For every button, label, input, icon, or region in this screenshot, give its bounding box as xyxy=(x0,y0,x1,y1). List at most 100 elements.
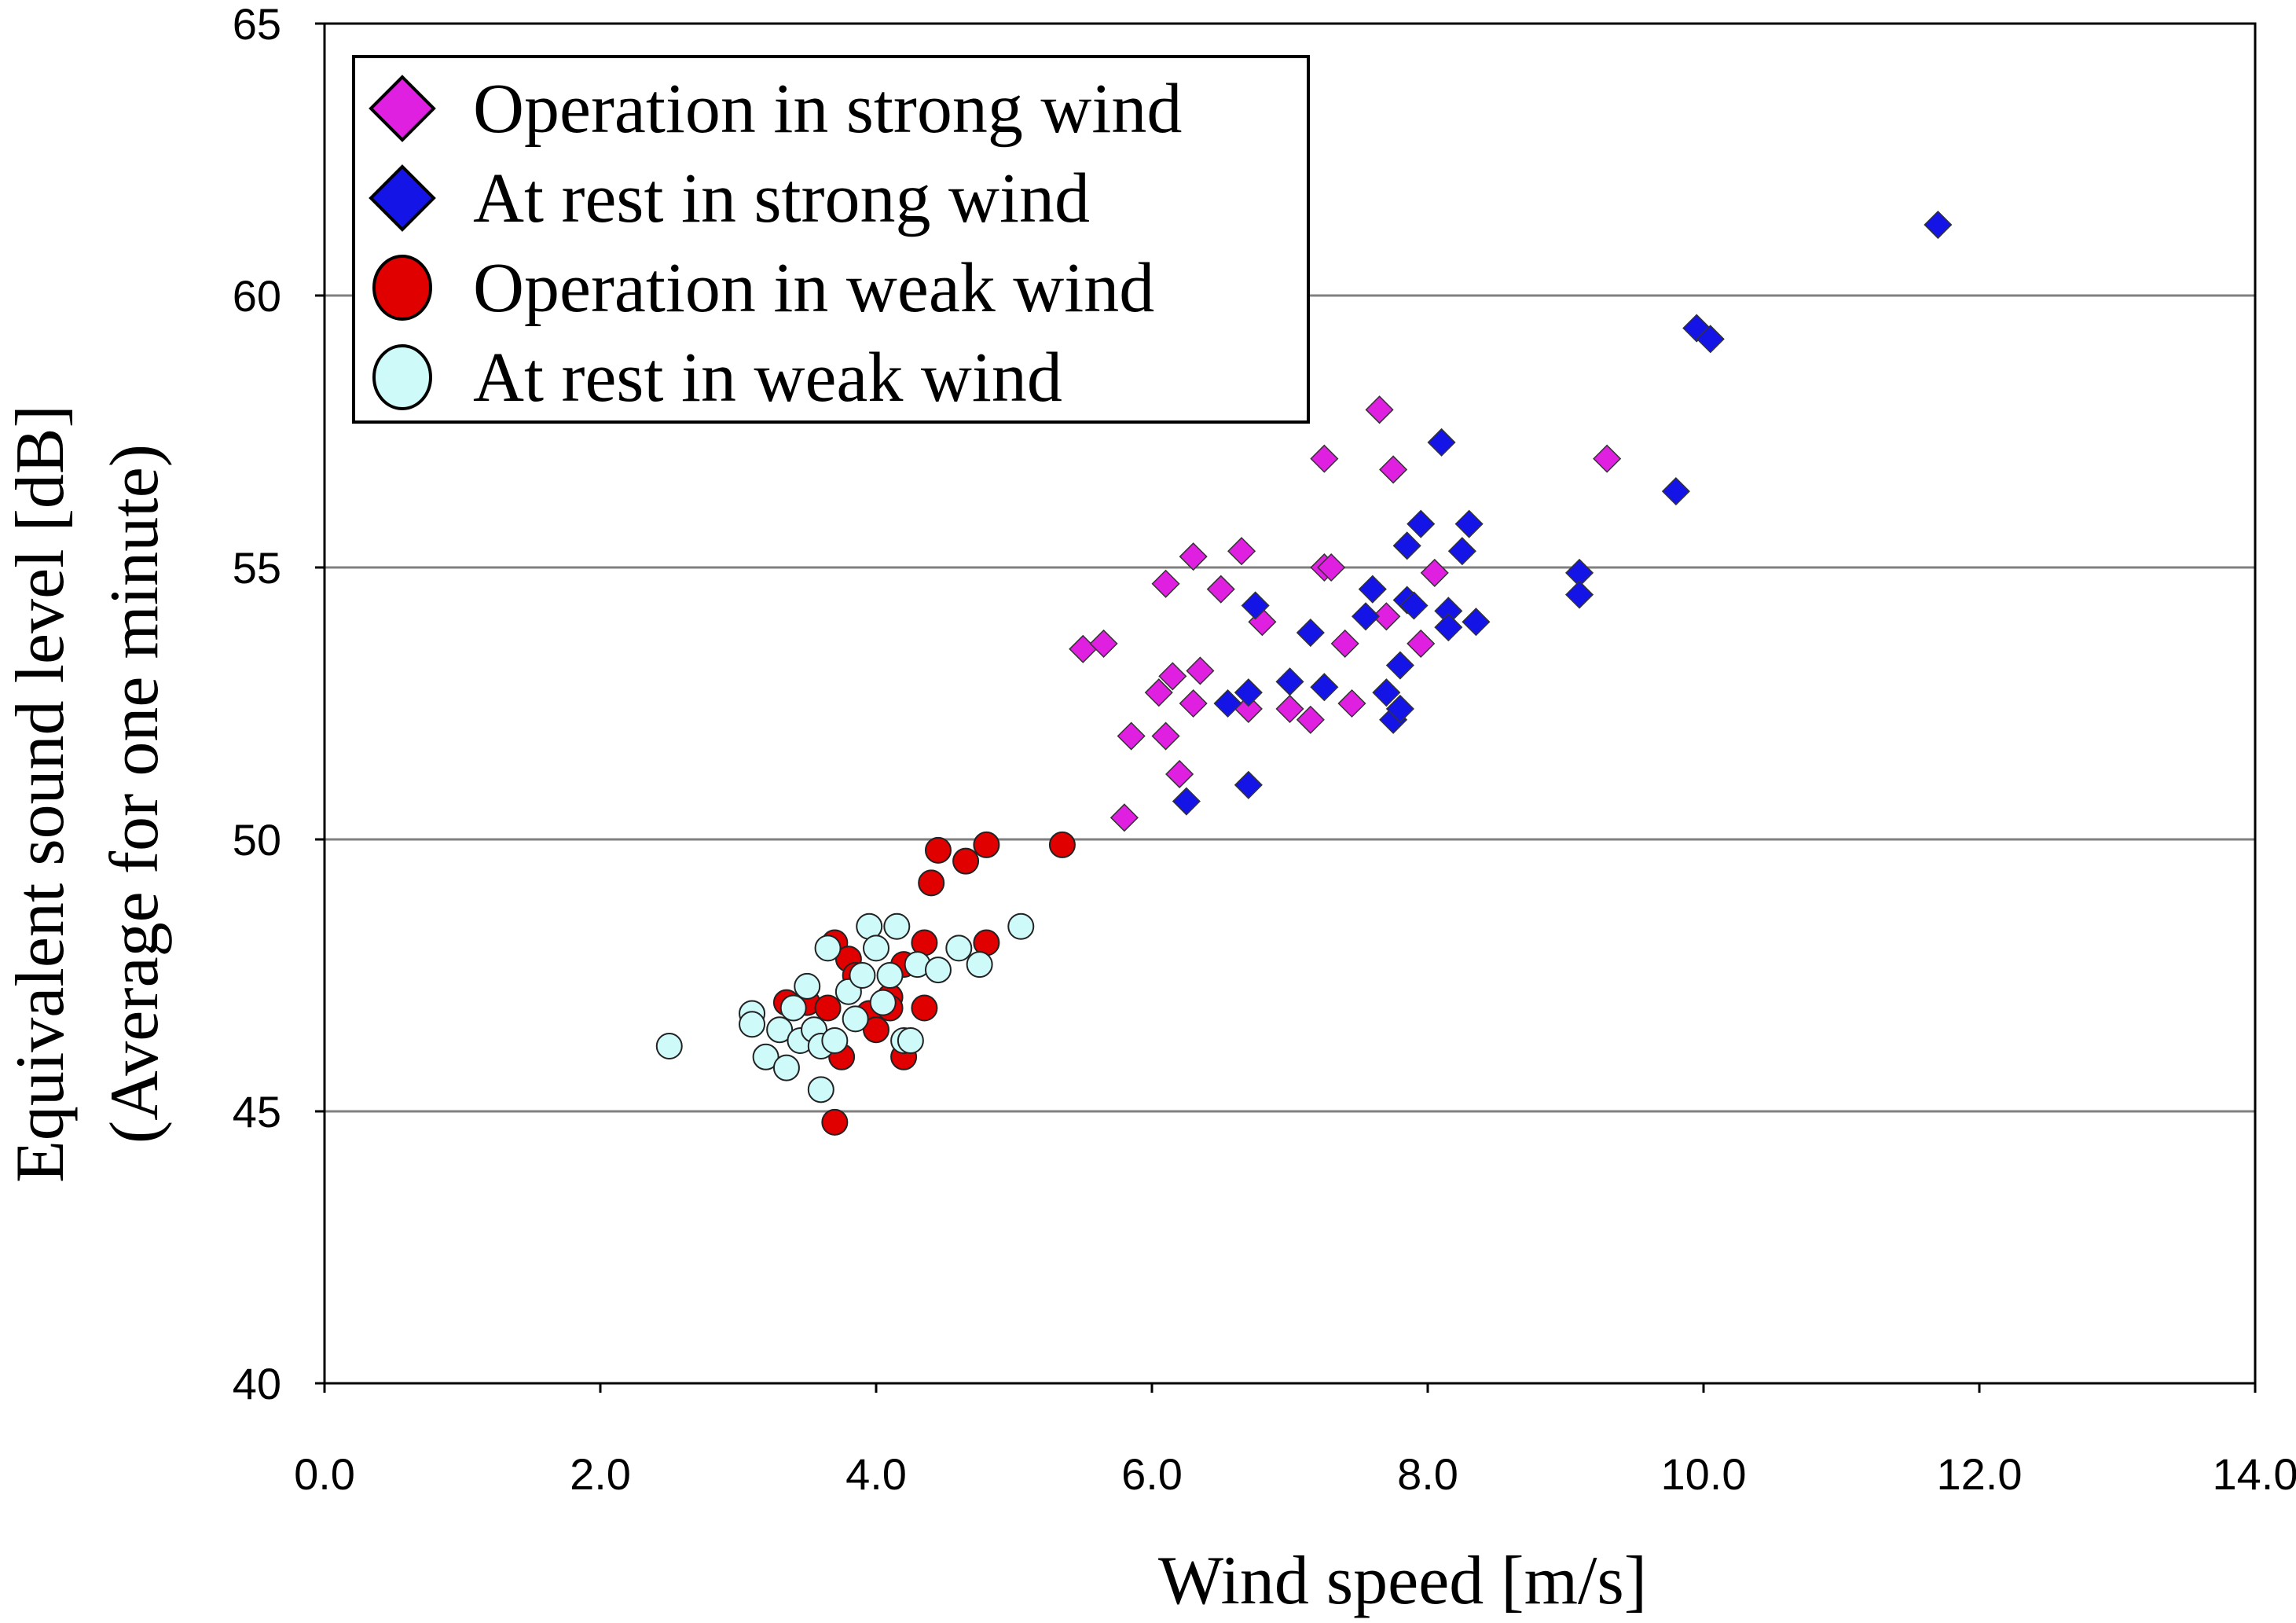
data-point xyxy=(1385,651,1414,680)
x-tick-label: 8.0 xyxy=(1397,1449,1458,1499)
data-point xyxy=(739,1011,766,1038)
y-axis-title: Equivalent sound level [dB] xyxy=(2,405,79,1183)
legend-marker xyxy=(369,164,436,232)
data-point xyxy=(1234,770,1263,799)
data-point xyxy=(911,994,938,1022)
data-point xyxy=(897,1027,924,1055)
data-point xyxy=(1454,509,1484,538)
data-point xyxy=(1337,688,1366,718)
data-point xyxy=(1317,553,1346,582)
y-tick-label: 45 xyxy=(233,1087,281,1136)
data-point xyxy=(1241,591,1270,620)
data-point xyxy=(1372,602,1401,631)
data-point xyxy=(1151,569,1180,598)
data-point xyxy=(1144,678,1173,707)
legend: Operation in strong wind At rest in stron… xyxy=(352,55,1310,424)
data-point xyxy=(1427,428,1456,457)
data-point xyxy=(766,1016,794,1044)
data-point xyxy=(1296,705,1325,734)
data-point xyxy=(863,935,889,962)
data-point xyxy=(1206,575,1235,604)
data-point xyxy=(1447,537,1476,566)
data-point xyxy=(794,972,821,1000)
series-3 xyxy=(655,912,1035,1103)
data-point xyxy=(1234,678,1263,707)
x-tick-label: 12.0 xyxy=(1937,1449,2023,1499)
data-point xyxy=(1151,722,1180,751)
data-point xyxy=(1158,662,1187,691)
data-point xyxy=(1117,722,1146,751)
data-point xyxy=(1661,477,1690,506)
data-point xyxy=(1385,694,1414,723)
data-point xyxy=(1407,629,1436,658)
data-point xyxy=(1379,455,1408,484)
data-point xyxy=(1109,803,1139,832)
data-point xyxy=(1165,759,1194,789)
data-point xyxy=(1227,537,1256,566)
legend-label: At rest in strong wind xyxy=(473,160,1090,237)
x-tick-label: 0.0 xyxy=(294,1449,355,1499)
legend-label: Operation in strong wind xyxy=(473,70,1182,148)
data-point xyxy=(1275,667,1304,696)
data-point xyxy=(1462,608,1491,637)
y-axis-subtitle: (Average for one minute) xyxy=(97,444,173,1144)
y-tick-labels: 40 45 50 55 60 65 xyxy=(233,0,281,1408)
data-point xyxy=(869,989,897,1016)
legend-marker xyxy=(372,255,432,321)
x-tick-label: 6.0 xyxy=(1121,1449,1183,1499)
y-tick-label: 40 xyxy=(233,1359,281,1408)
data-point xyxy=(1696,325,1725,354)
legend-label: Operation in weak wind xyxy=(473,249,1154,327)
data-point xyxy=(924,836,952,864)
data-point xyxy=(1310,444,1339,473)
data-point xyxy=(752,1043,779,1070)
data-point xyxy=(1007,912,1035,940)
series-1 xyxy=(1172,210,1953,816)
x-tick-labels: 0.0 2.0 4.0 6.0 8.0 10.0 12.0 14.0 xyxy=(294,1449,2296,1499)
data-point xyxy=(814,935,842,962)
data-point xyxy=(945,935,973,962)
data-point xyxy=(1089,629,1118,658)
data-point xyxy=(1275,694,1304,723)
data-point xyxy=(973,831,1000,858)
plot-area xyxy=(323,22,2257,1385)
data-point xyxy=(1069,634,1098,663)
data-point xyxy=(1358,575,1387,604)
data-point xyxy=(966,951,993,979)
data-points xyxy=(655,210,1953,1136)
data-point xyxy=(1048,831,1076,858)
data-point xyxy=(1179,688,1208,718)
data-point xyxy=(883,912,911,940)
data-point xyxy=(1351,602,1381,631)
data-point xyxy=(1434,613,1463,642)
data-point xyxy=(1296,618,1325,648)
data-point xyxy=(876,962,904,989)
series-0 xyxy=(1069,395,1622,832)
x-tick-label: 14.0 xyxy=(2213,1449,2296,1499)
data-point xyxy=(1420,558,1449,587)
data-point xyxy=(924,957,952,984)
data-point xyxy=(863,1016,889,1044)
data-point xyxy=(814,994,842,1022)
legend-marker xyxy=(369,75,436,142)
x-tick-label: 10.0 xyxy=(1661,1449,1747,1499)
data-point xyxy=(1213,688,1242,718)
data-point xyxy=(1330,629,1359,658)
data-point xyxy=(1186,656,1215,685)
x-tick-label: 2.0 xyxy=(570,1449,631,1499)
data-point xyxy=(1399,591,1429,620)
axis-ticks xyxy=(315,22,2257,1393)
legend-marker xyxy=(372,344,432,410)
data-point xyxy=(849,962,876,989)
data-point xyxy=(1372,678,1401,707)
data-point xyxy=(821,1027,849,1055)
data-point xyxy=(1407,509,1436,538)
legend-label: At rest in weak wind xyxy=(473,339,1062,417)
y-tick-label: 55 xyxy=(233,543,281,593)
x-axis-title: Wind speed [m/s] xyxy=(1158,1543,1647,1619)
legend-box xyxy=(352,55,1310,424)
data-point xyxy=(1179,542,1208,571)
data-point xyxy=(1365,395,1394,424)
data-point xyxy=(779,994,807,1022)
data-point xyxy=(1924,210,1953,240)
